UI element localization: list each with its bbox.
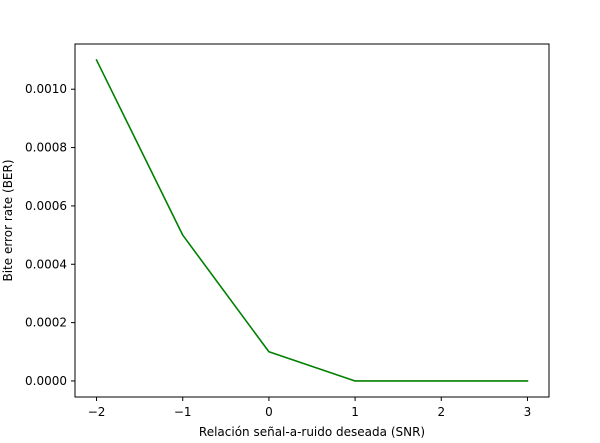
x-tick-label: 1 <box>351 405 359 419</box>
y-tick-label: 0.0006 <box>25 199 67 213</box>
y-tick-label: 0.0010 <box>25 82 67 96</box>
x-axis: −2 −1 0 1 2 3 <box>88 397 532 419</box>
x-tick-label: 3 <box>524 405 532 419</box>
series-layer <box>95 58 529 382</box>
plot-frame <box>74 43 550 398</box>
y-tick-label: 0.0004 <box>25 257 67 271</box>
series-line-0 <box>95 58 529 382</box>
y-tick-label: 0.0000 <box>25 374 67 388</box>
y-axis: 0.0000 0.0002 0.0004 0.0006 0.0008 0.0010 <box>25 82 75 388</box>
x-tick-label: 0 <box>265 405 273 419</box>
x-tick-label: −1 <box>174 405 192 419</box>
y-tick-label: 0.0002 <box>25 316 67 330</box>
plot-area <box>75 44 549 397</box>
x-axis-label: Relación señal-a-ruido deseada (SNR) <box>199 425 425 439</box>
y-axis-label: Bite error rate (BER) <box>1 159 15 281</box>
y-tick-label: 0.0008 <box>25 141 67 155</box>
x-tick-label: 2 <box>437 405 445 419</box>
x-tick-label: −2 <box>88 405 106 419</box>
